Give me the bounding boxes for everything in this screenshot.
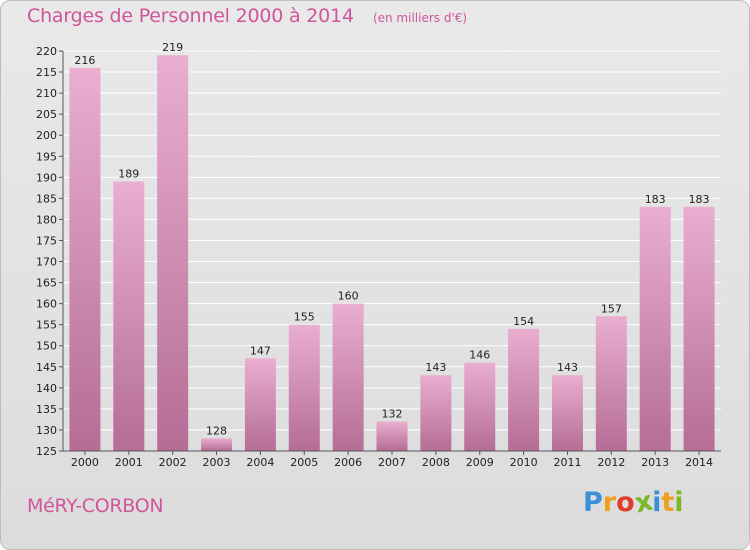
- bar-2013: [639, 206, 671, 451]
- value-label: 157: [601, 302, 622, 315]
- x-tick-label: 2007: [378, 456, 406, 469]
- logo-letter: P: [583, 487, 603, 518]
- title-row: Charges de Personnel 2000 à 2014 (en mil…: [27, 5, 467, 27]
- y-tick-label: 160: [36, 298, 57, 311]
- logo-letter: i: [652, 487, 662, 518]
- y-tick-label: 190: [36, 171, 57, 184]
- bar-2000: [69, 67, 101, 451]
- bar-2014: [683, 206, 715, 451]
- value-label: 154: [513, 315, 534, 328]
- y-tick-label: 135: [36, 403, 57, 416]
- x-tick-label: 2012: [597, 456, 625, 469]
- logo-letter: i: [674, 487, 684, 518]
- bar-2008: [420, 375, 452, 451]
- x-tick-label: 2011: [553, 456, 581, 469]
- value-label: 183: [645, 193, 666, 206]
- labels: 125 130 135 140 145 150 155 160 165 170 175 180 185 1…: [36, 41, 713, 469]
- bar-2010: [508, 328, 540, 451]
- y-tick-label: 215: [36, 66, 57, 79]
- x-tick-label: 2010: [510, 456, 538, 469]
- y-tick-label: 210: [36, 87, 57, 100]
- logo-letter: t: [661, 487, 675, 518]
- bar-2007: [376, 421, 408, 451]
- x-tick-label: 2005: [290, 456, 318, 469]
- value-label: 155: [294, 311, 315, 324]
- value-label: 183: [689, 193, 710, 206]
- y-tick-label: 130: [36, 424, 57, 437]
- bar-2009: [464, 362, 496, 451]
- value-label: 216: [74, 54, 95, 67]
- bar-2005: [288, 324, 320, 451]
- value-label: 146: [469, 349, 490, 362]
- value-label: 143: [425, 361, 446, 374]
- y-tick-label: 180: [36, 213, 57, 226]
- chart-title: Charges de Personnel 2000 à 2014: [27, 5, 354, 27]
- proxiti-logo: Proxiti: [583, 486, 684, 520]
- bar-2002: [157, 55, 189, 452]
- y-tick-label: 140: [36, 382, 57, 395]
- y-tick-label: 220: [36, 45, 57, 58]
- x-tick-label: 2006: [334, 456, 362, 469]
- y-tick-label: 155: [36, 319, 57, 332]
- value-label: 189: [118, 168, 139, 181]
- value-label: 219: [162, 41, 183, 54]
- y-tick-label: 125: [36, 445, 57, 458]
- value-label: 132: [382, 408, 403, 421]
- y-tick-label: 195: [36, 150, 57, 163]
- y-tick-label: 145: [36, 361, 57, 374]
- x-tick-label: 2008: [422, 456, 450, 469]
- x-tick-label: 2013: [641, 456, 669, 469]
- bar-2003: [201, 438, 233, 451]
- y-tick-label: 170: [36, 256, 57, 269]
- y-tick-label: 175: [36, 234, 57, 247]
- chart-subtitle: (en milliers d'€): [372, 11, 468, 25]
- y-tick-label: 185: [36, 192, 57, 205]
- value-label: 147: [250, 344, 271, 357]
- logo-letter: o: [616, 487, 635, 518]
- value-label: 128: [206, 424, 227, 437]
- bar-2011: [551, 375, 583, 451]
- y-tick-label: 165: [36, 277, 57, 290]
- y-tick-label: 205: [36, 108, 57, 121]
- bar-2006: [332, 303, 364, 451]
- axes: [59, 50, 721, 455]
- y-tick-label: 200: [36, 129, 57, 142]
- x-tick-label: 2002: [159, 456, 187, 469]
- value-label: 160: [338, 290, 359, 303]
- x-tick-label: 2003: [203, 456, 231, 469]
- x-tick-label: 2001: [115, 456, 143, 469]
- x-tick-label: 2004: [246, 456, 274, 469]
- bar-2004: [244, 358, 276, 451]
- bar-2012: [595, 316, 627, 451]
- logo-letter: r: [602, 487, 617, 518]
- x-tick-label: 2009: [466, 456, 494, 469]
- y-tick-label: 150: [36, 340, 57, 353]
- value-label: 143: [557, 361, 578, 374]
- commune-name: MéRY-CORBON: [27, 495, 164, 517]
- bar-2001: [113, 181, 145, 452]
- bars: [69, 55, 715, 452]
- x-tick-label: 2000: [71, 456, 99, 469]
- x-tick-label: 2014: [685, 456, 713, 469]
